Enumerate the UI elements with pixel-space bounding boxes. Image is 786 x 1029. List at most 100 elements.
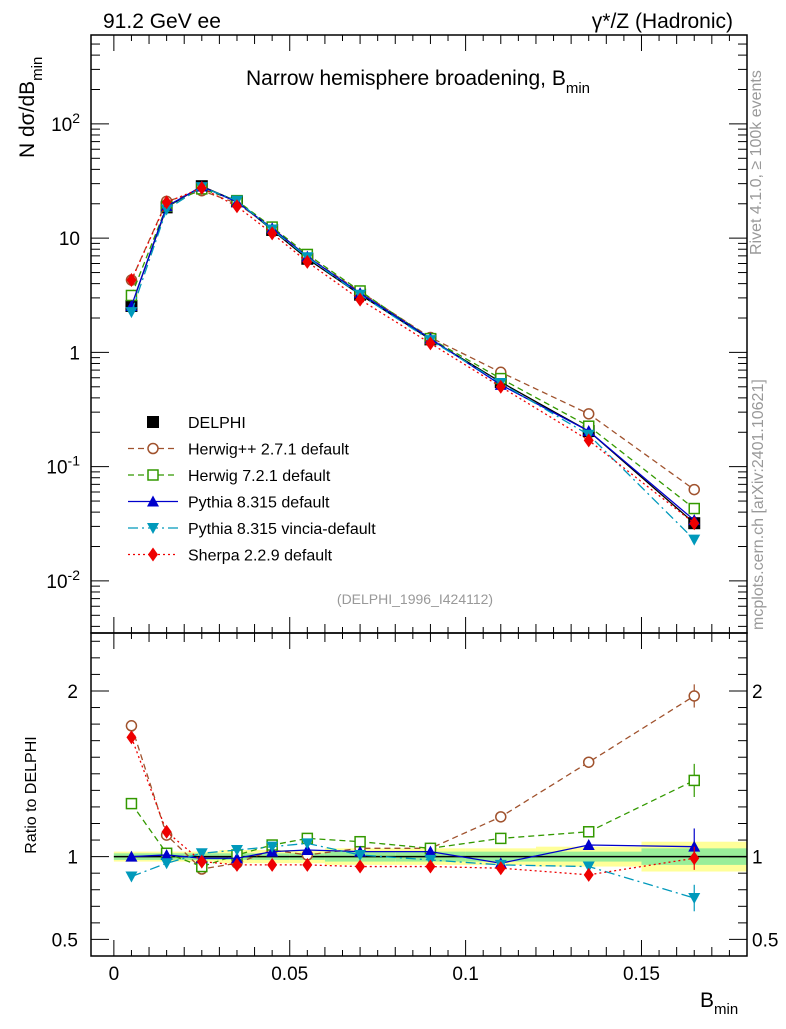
- legend-marker-delphi: [147, 416, 159, 428]
- y-tick-label: 102: [51, 110, 80, 136]
- ratio-point-vincia: [195, 848, 208, 860]
- ratio-point-herwig7: [582, 826, 595, 838]
- ratio-y-tick-label-right: 1: [752, 848, 763, 869]
- ratio-line-herwig7: [130, 779, 695, 868]
- ratio-point-herwigpp: [582, 756, 595, 768]
- x-axis-label: Bmin: [700, 989, 738, 1018]
- data-point-herwigpp: [582, 408, 595, 420]
- header-right: γ*/Z (Hadronic): [592, 10, 733, 33]
- ratio-point-vincia: [582, 861, 595, 873]
- ratio-y-tick-label: 2: [67, 682, 78, 703]
- ratio-point-sherpa: [161, 824, 172, 839]
- ratio-point-vincia: [688, 893, 701, 905]
- ratio-point-vincia: [125, 871, 138, 883]
- ratio-point-vincia: [301, 838, 314, 850]
- ratio-point-pythia: [424, 845, 437, 857]
- ratio-point-herwigpp: [495, 811, 507, 823]
- data-point-sherpa: [231, 199, 242, 214]
- data-point-sherpa: [196, 180, 207, 195]
- legend-marker-herwigpp: [147, 442, 159, 455]
- x-tick-label: 0.1: [452, 964, 478, 985]
- ratio-point-sherpa: [126, 730, 137, 745]
- data-point-herwig7: [688, 502, 700, 515]
- x-tick-label: 0.15: [623, 964, 660, 985]
- series-line-vincia: [130, 186, 695, 541]
- ratio-point-sherpa: [196, 854, 207, 869]
- y-tick-label: 10-2: [46, 567, 80, 593]
- ratio-point-pythia: [688, 840, 701, 852]
- data-point-sherpa: [495, 379, 506, 394]
- mcplots-label: mcplots.cern.ch [arXiv:2401.10621]: [750, 379, 767, 630]
- data-point-sherpa: [126, 273, 137, 288]
- data-point-sherpa: [355, 292, 366, 307]
- data-point-sherpa: [689, 516, 700, 531]
- ratio-y-tick-label: 1: [67, 848, 78, 869]
- ratio-frame: [90, 632, 748, 957]
- ratio-point-vincia: [354, 849, 367, 861]
- data-point-sherpa: [267, 226, 278, 241]
- series-line-herwig7: [130, 188, 695, 510]
- header-left: 91.2 GeV ee: [103, 10, 221, 33]
- ratio-y-tick-label-right: 2: [752, 682, 763, 703]
- x-tick-label: 0: [109, 964, 120, 985]
- legend-marker-pythia: [147, 495, 159, 507]
- ratio-point-herwig7: [495, 832, 507, 845]
- chart-title: Narrow hemisphere broadening, Bmin: [246, 67, 590, 97]
- ratio-point-herwigpp: [688, 690, 700, 702]
- ratio-point-sherpa: [231, 857, 242, 872]
- data-point-sherpa: [302, 254, 313, 269]
- data-point-vincia: [688, 534, 701, 546]
- ratio-point-herwigpp: [125, 720, 138, 732]
- legend-label-sherpa: Sherpa 2.2.9 default: [188, 548, 333, 565]
- legend: DELPHI Herwig++ 2.7.1 default Herwig 7.2.1…: [128, 415, 376, 565]
- ratio-line-sherpa: [130, 737, 695, 876]
- main-panel: 10-2 10-1 1 10 102 Narrow hemisphere broadeni…: [16, 34, 748, 634]
- x-tick-label: 0.05: [271, 964, 308, 985]
- series-line-sherpa: [130, 187, 695, 524]
- ratio-line-herwigpp: [130, 695, 695, 870]
- analysis-id-label: (DELPHI_1996_I424112): [337, 591, 493, 607]
- legend-marker-sherpa: [148, 547, 158, 562]
- ratio-point-sherpa: [425, 859, 436, 874]
- ratio-point-sherpa: [267, 857, 278, 872]
- ratio-point-vincia: [230, 844, 243, 856]
- ratio-point-sherpa: [302, 857, 313, 872]
- ratio-point-pythia: [230, 852, 243, 864]
- ratio-point-herwig7: [125, 797, 138, 810]
- ratio-point-sherpa: [355, 859, 366, 874]
- ratio-point-pythia: [125, 850, 138, 862]
- main-frame: [90, 34, 748, 634]
- ratio-y-tick-label-right: 0.5: [752, 930, 778, 951]
- data-point-sherpa: [161, 195, 172, 210]
- data-point-sherpa: [425, 336, 436, 351]
- y-tick-label: 1: [69, 343, 80, 364]
- ratio-point-sherpa: [689, 851, 700, 866]
- legend-label-herwig7: Herwig 7.2.1 default: [188, 468, 331, 485]
- ratio-y-axis-label: Ratio to DELPHI: [23, 736, 40, 853]
- ratio-point-vincia: [266, 841, 279, 853]
- ratio-point-herwig7: [688, 774, 700, 787]
- y-tick-label: 10-1: [46, 453, 80, 479]
- legend-marker-vincia: [147, 523, 159, 534]
- data-point-herwigpp: [688, 483, 700, 496]
- ratio-point-herwig7: [354, 835, 366, 848]
- ratio-point-pythia: [160, 848, 173, 860]
- y-axis-label: N dσ/dBmin: [16, 57, 46, 158]
- data-point-sherpa: [583, 433, 594, 448]
- ratio-point-pythia: [582, 839, 595, 851]
- ratio-point-vincia: [160, 858, 173, 870]
- legend-label-vincia: Pythia 8.315 vincia-default: [188, 521, 376, 538]
- data-point-vincia: [160, 204, 173, 216]
- legend-label-pythia: Pythia 8.315 default: [188, 495, 330, 512]
- ratio-y-tick-label: 0.5: [52, 930, 78, 951]
- ratio-point-pythia: [301, 843, 314, 855]
- legend-label-delphi: DELPHI: [188, 415, 246, 432]
- legend-marker-herwig7: [147, 469, 159, 481]
- rivet-label: Rivet 4.1.0, ≥ 100k events: [748, 70, 765, 255]
- data-point-vincia: [125, 307, 138, 319]
- ratio-panel: 0.5 0.5 1 1 2 2 0 0.05 0.1 0.15 Ratio to DELPHI Bmi…: [23, 632, 778, 1018]
- ratio-point-sherpa: [583, 867, 594, 882]
- ratio-point-sherpa: [495, 861, 506, 876]
